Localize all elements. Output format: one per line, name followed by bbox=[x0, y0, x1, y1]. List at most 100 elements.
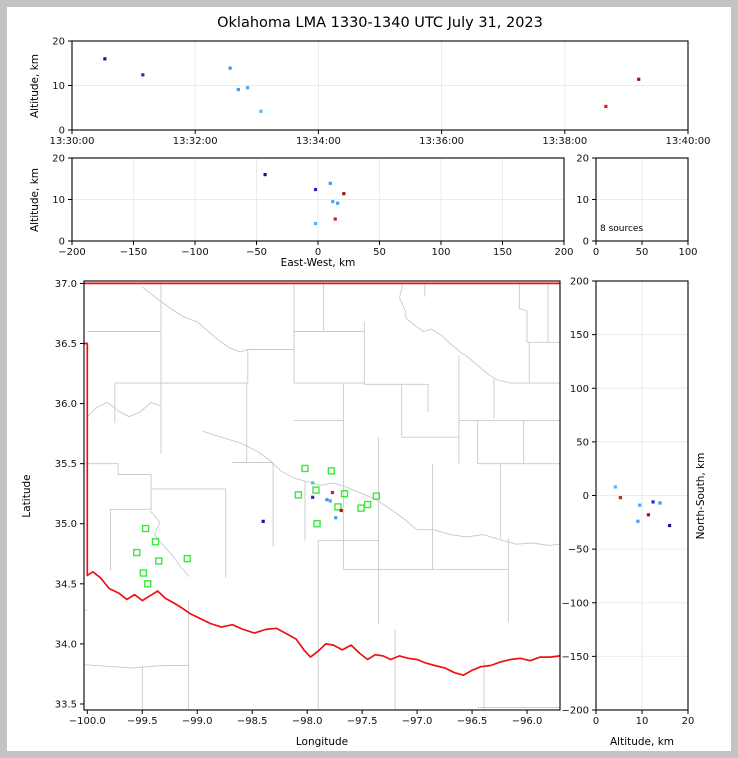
map-xlabel: Longitude bbox=[296, 736, 348, 748]
source-point bbox=[141, 73, 145, 77]
lightning-sources bbox=[261, 481, 343, 523]
x-tick-label: 150 bbox=[493, 247, 512, 258]
lma-station-marker bbox=[294, 491, 303, 499]
lma-stations bbox=[133, 464, 381, 588]
lma-station-marker bbox=[133, 548, 141, 557]
y-tick-label: 0 bbox=[59, 237, 65, 248]
lma-station-marker bbox=[183, 554, 192, 563]
y-tick-label: 33.5 bbox=[55, 699, 77, 710]
x-tick-label: −150 bbox=[120, 247, 147, 258]
lma-station-marker bbox=[312, 486, 320, 494]
panel-frame bbox=[83, 280, 561, 711]
lma-station-marker bbox=[144, 580, 152, 588]
source-point bbox=[245, 86, 250, 90]
source-point bbox=[334, 516, 338, 520]
ns-panel-xlabel: Altitude, km bbox=[610, 736, 674, 748]
source-point bbox=[638, 503, 642, 507]
lma-station-marker bbox=[334, 503, 342, 511]
map-ylabel: Latitude bbox=[21, 474, 33, 517]
x-tick-label: 0 bbox=[315, 247, 321, 258]
x-tick-label: 50 bbox=[373, 247, 386, 258]
x-tick-label: 13:34:00 bbox=[296, 136, 341, 147]
x-tick-label: 0 bbox=[593, 716, 599, 727]
y-tick-label: 10 bbox=[52, 195, 65, 206]
x-tick-label: −96.0 bbox=[512, 716, 543, 727]
y-tick-label: −200 bbox=[562, 706, 589, 717]
y-tick-label: 36.5 bbox=[55, 339, 77, 350]
lma-station-marker bbox=[139, 569, 148, 577]
x-tick-label: −100 bbox=[181, 247, 208, 258]
y-tick-label: 36.0 bbox=[55, 399, 77, 410]
y-tick-label: 20 bbox=[576, 154, 589, 165]
y-tick-label: 37.0 bbox=[55, 279, 77, 290]
lma-station-marker bbox=[155, 557, 163, 565]
source-point bbox=[658, 501, 662, 505]
lma-station-marker bbox=[301, 464, 309, 473]
ew-panel-ylabel: Altitude, km bbox=[29, 168, 41, 232]
x-tick-label: 100 bbox=[678, 247, 697, 258]
source-point bbox=[637, 77, 641, 81]
y-tick-label: 10 bbox=[52, 81, 65, 92]
x-tick-label: 13:36:00 bbox=[419, 136, 464, 147]
source-point bbox=[331, 199, 335, 204]
y-tick-label: 10 bbox=[576, 195, 589, 206]
x-tick-label: −100.0 bbox=[69, 716, 106, 727]
state-border bbox=[84, 282, 560, 677]
y-tick-label: 50 bbox=[576, 437, 589, 448]
source-point bbox=[313, 187, 318, 192]
lma-station-marker bbox=[141, 524, 150, 533]
source-point bbox=[328, 181, 332, 185]
y-tick-label: 35.0 bbox=[55, 519, 77, 530]
source-point bbox=[259, 109, 263, 113]
y-tick-label: −100 bbox=[562, 598, 589, 609]
figure-canvas bbox=[7, 7, 731, 751]
lma-station-marker bbox=[340, 489, 349, 498]
x-tick-label: −97.0 bbox=[402, 716, 433, 727]
map-content bbox=[84, 282, 560, 710]
source-point bbox=[325, 498, 329, 502]
map-panel: −100.0 −99.5 −99.0 −98.5 −98.0 −97.5 −97.0 −96.… bbox=[55, 279, 561, 727]
lma-station-marker bbox=[151, 538, 160, 546]
x-tick-label: −50 bbox=[246, 247, 267, 258]
x-tick-label: 50 bbox=[636, 247, 649, 258]
x-tick-label: 13:30:00 bbox=[50, 136, 95, 147]
y-tick-label: 34.0 bbox=[55, 639, 77, 650]
plot-panels: 13:30:00 13:32:00 13:34:00 13:36:00 13:38:00… bbox=[50, 37, 711, 728]
x-tick-label: −200 bbox=[58, 247, 85, 258]
y-tick-label: −50 bbox=[568, 545, 589, 556]
y-tick-label: 0 bbox=[59, 126, 65, 137]
source-point bbox=[342, 192, 346, 196]
y-tick-label: 35.5 bbox=[55, 459, 77, 470]
source-point bbox=[651, 500, 655, 504]
x-tick-label: −98.0 bbox=[292, 716, 323, 727]
source-point bbox=[328, 499, 332, 503]
lma-station-marker bbox=[357, 504, 365, 512]
source-point bbox=[668, 523, 672, 528]
plot-title: Oklahoma LMA 1330-1340 UTC July 31, 2023 bbox=[217, 15, 543, 31]
x-tick-label: 100 bbox=[431, 247, 450, 258]
lma-station-marker bbox=[372, 492, 381, 500]
source-point bbox=[261, 519, 265, 523]
y-tick-label: 0 bbox=[583, 237, 589, 248]
source-point bbox=[263, 173, 267, 177]
source-point bbox=[313, 221, 318, 226]
x-tick-label: −97.5 bbox=[347, 716, 378, 727]
x-tick-label: 13:40:00 bbox=[666, 136, 711, 147]
source-point bbox=[339, 508, 343, 513]
x-tick-label: 200 bbox=[554, 247, 573, 258]
ns-height-panel: 0 10 20 −200 −150 −100 −50 0 50 100 150 200 bbox=[562, 277, 695, 728]
x-tick-label: −99.5 bbox=[127, 716, 158, 727]
source-point bbox=[618, 496, 622, 500]
x-tick-label: 10 bbox=[636, 716, 649, 727]
source-point bbox=[636, 519, 640, 523]
ew-panel-xlabel: East-West, km bbox=[281, 257, 356, 269]
lma-station-marker bbox=[327, 467, 336, 475]
time-height-panel: 13:30:00 13:32:00 13:34:00 13:36:00 13:38:00… bbox=[50, 37, 711, 148]
lma-station-marker bbox=[313, 520, 321, 528]
source-point bbox=[604, 104, 608, 109]
x-tick-label: −99.0 bbox=[182, 716, 213, 727]
y-tick-label: 20 bbox=[52, 154, 65, 165]
x-tick-label: 20 bbox=[682, 716, 695, 727]
x-tick-label: 13:32:00 bbox=[173, 136, 218, 147]
